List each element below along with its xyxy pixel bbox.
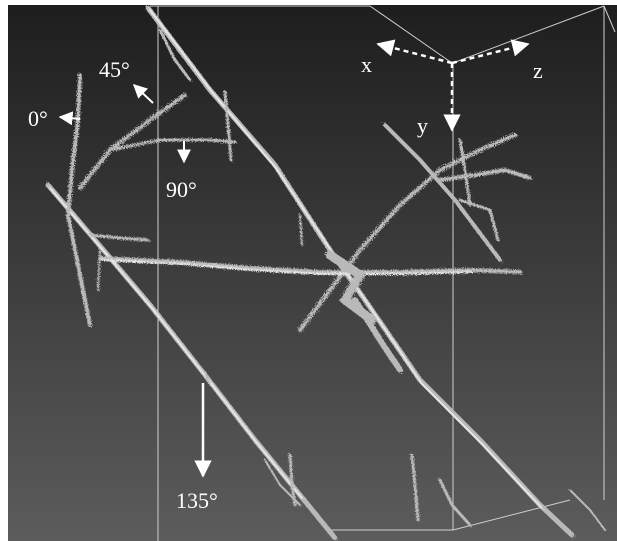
z-axis-label: z xyxy=(533,58,543,83)
crack-network xyxy=(45,5,606,541)
bounding-box-frame xyxy=(150,5,616,541)
angle-90-label: 90° xyxy=(166,177,197,202)
angle-135-label: 135° xyxy=(176,488,218,513)
angle-45-label: 45° xyxy=(99,57,130,82)
angle-annotations: 0° 45° 90° 135° xyxy=(28,57,218,513)
y-axis-label: y xyxy=(417,113,428,138)
x-axis-label: x xyxy=(361,52,372,77)
angle-0-label: 0° xyxy=(28,106,48,131)
axes-triad: x z y xyxy=(361,39,543,138)
